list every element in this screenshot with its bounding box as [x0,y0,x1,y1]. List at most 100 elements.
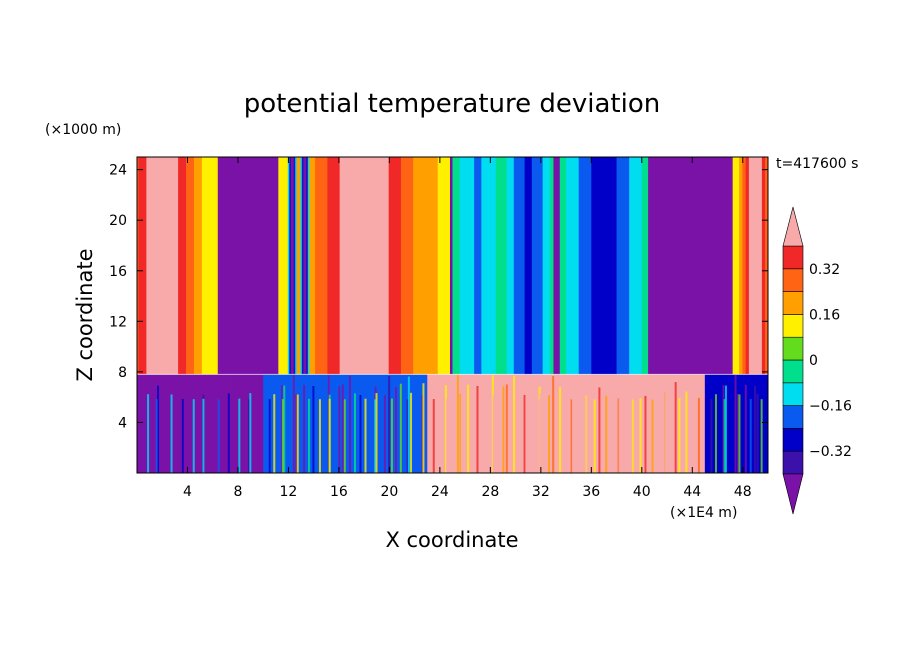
colorbar-box [782,450,804,475]
x-tick-label: 48 [734,484,752,500]
lower-streak [410,392,413,473]
lower-streak [296,394,299,473]
x-tick-label: 32 [532,484,550,500]
lower-streak [407,376,410,473]
x-tick-label: 12 [280,484,298,500]
lower-streak [756,393,759,473]
lower-streak [361,384,364,473]
lower-streak [406,399,409,473]
lower-streak [602,392,605,473]
lower-streak [523,394,526,473]
lower-streak [217,399,220,473]
lower-streak [328,398,331,473]
lower-streak [280,385,283,473]
lower-streak [618,387,621,473]
lower-streak [722,385,725,473]
y-axis-label: Z coordinate [73,248,97,381]
y-tick-label: 16 [109,264,127,280]
lower-streak [605,395,608,473]
lower-streak [273,394,276,473]
lower-streak [295,393,298,473]
x-tick-label: 16 [330,484,348,500]
lower-streak [505,384,508,473]
lower-streak [697,397,700,473]
lower-streak [166,374,169,473]
lower-streak [303,384,306,473]
lower-streak [513,375,516,473]
lower-streak [525,384,528,473]
lower-streak [421,395,424,473]
x-axis-label: X coordinate [385,528,518,552]
lower-streak [359,394,362,473]
lower-streak [633,377,636,473]
lower-streak [233,394,236,473]
lower-streak [528,398,531,473]
lower-streak [738,394,741,473]
lower-streak [586,383,589,473]
lower-streak [186,385,189,473]
y-tick-label: 12 [109,314,127,330]
x-tick-label: 40 [633,484,651,500]
lower-streak [142,399,145,473]
lower-streak [459,393,462,473]
lower-streak [760,399,763,473]
lower-streak [154,385,157,473]
y-axis-ticks: 4 8 12 16 20 24 [109,163,768,431]
lower-streak [281,399,284,473]
lower-streak [215,384,218,473]
lower-streak [467,384,470,473]
upper-plume-band [752,157,759,375]
colorbar-box [782,428,804,452]
lower-streak [571,376,574,473]
lower-streak [390,398,393,473]
lower-streak [460,394,463,473]
lower-streak [502,386,505,473]
lower-streak [651,399,654,473]
lower-streak [308,398,311,473]
colorbar-top-arrow [782,206,804,247]
lower-streak [559,387,562,473]
lower-streak [419,398,422,473]
lower-streak [227,393,230,473]
lower-streak [437,394,440,473]
lower-streak [181,398,184,473]
colorbar-box [782,245,804,270]
x-axis-ticks: 4 8 12 16 20 24 28 32 36 40 44 48 [183,157,752,500]
colorbar-label: 0.32 [809,262,840,278]
lower-streak [169,393,172,473]
lower-streak [655,388,658,473]
lower-streak [734,374,737,473]
lower-streak [538,399,541,473]
lower-streak [482,399,485,473]
lower-streak [176,384,179,473]
upper-plume-band [304,157,306,375]
lower-streak [261,376,264,473]
lower-streak [374,399,377,473]
lower-streak [700,396,703,473]
lower-streak [724,385,727,473]
upper-plume-band [597,157,611,375]
lower-streak [749,398,752,473]
lower-streak [639,398,642,473]
lower-streak [202,398,205,473]
lower-streak [222,375,225,473]
lower-streak [338,386,341,473]
upper-plume-band [524,157,532,375]
lower-streak [472,398,475,473]
lower-streak [479,393,482,473]
lower-streak [147,394,150,473]
lower-streak [353,393,356,473]
lower-streak [678,398,681,473]
lower-streak [444,385,447,473]
lower-streak [680,388,683,473]
y-tick-label: 4 [118,415,127,431]
y-axis-unit: (×1000 m) [45,122,121,138]
chart-title: potential temperature deviation [244,89,660,119]
lower-streak [754,385,757,473]
lower-streak [343,399,346,473]
lower-streak [574,392,577,473]
lower-streak [348,375,351,473]
lower-streak [644,395,647,473]
lower-streak [649,382,652,473]
